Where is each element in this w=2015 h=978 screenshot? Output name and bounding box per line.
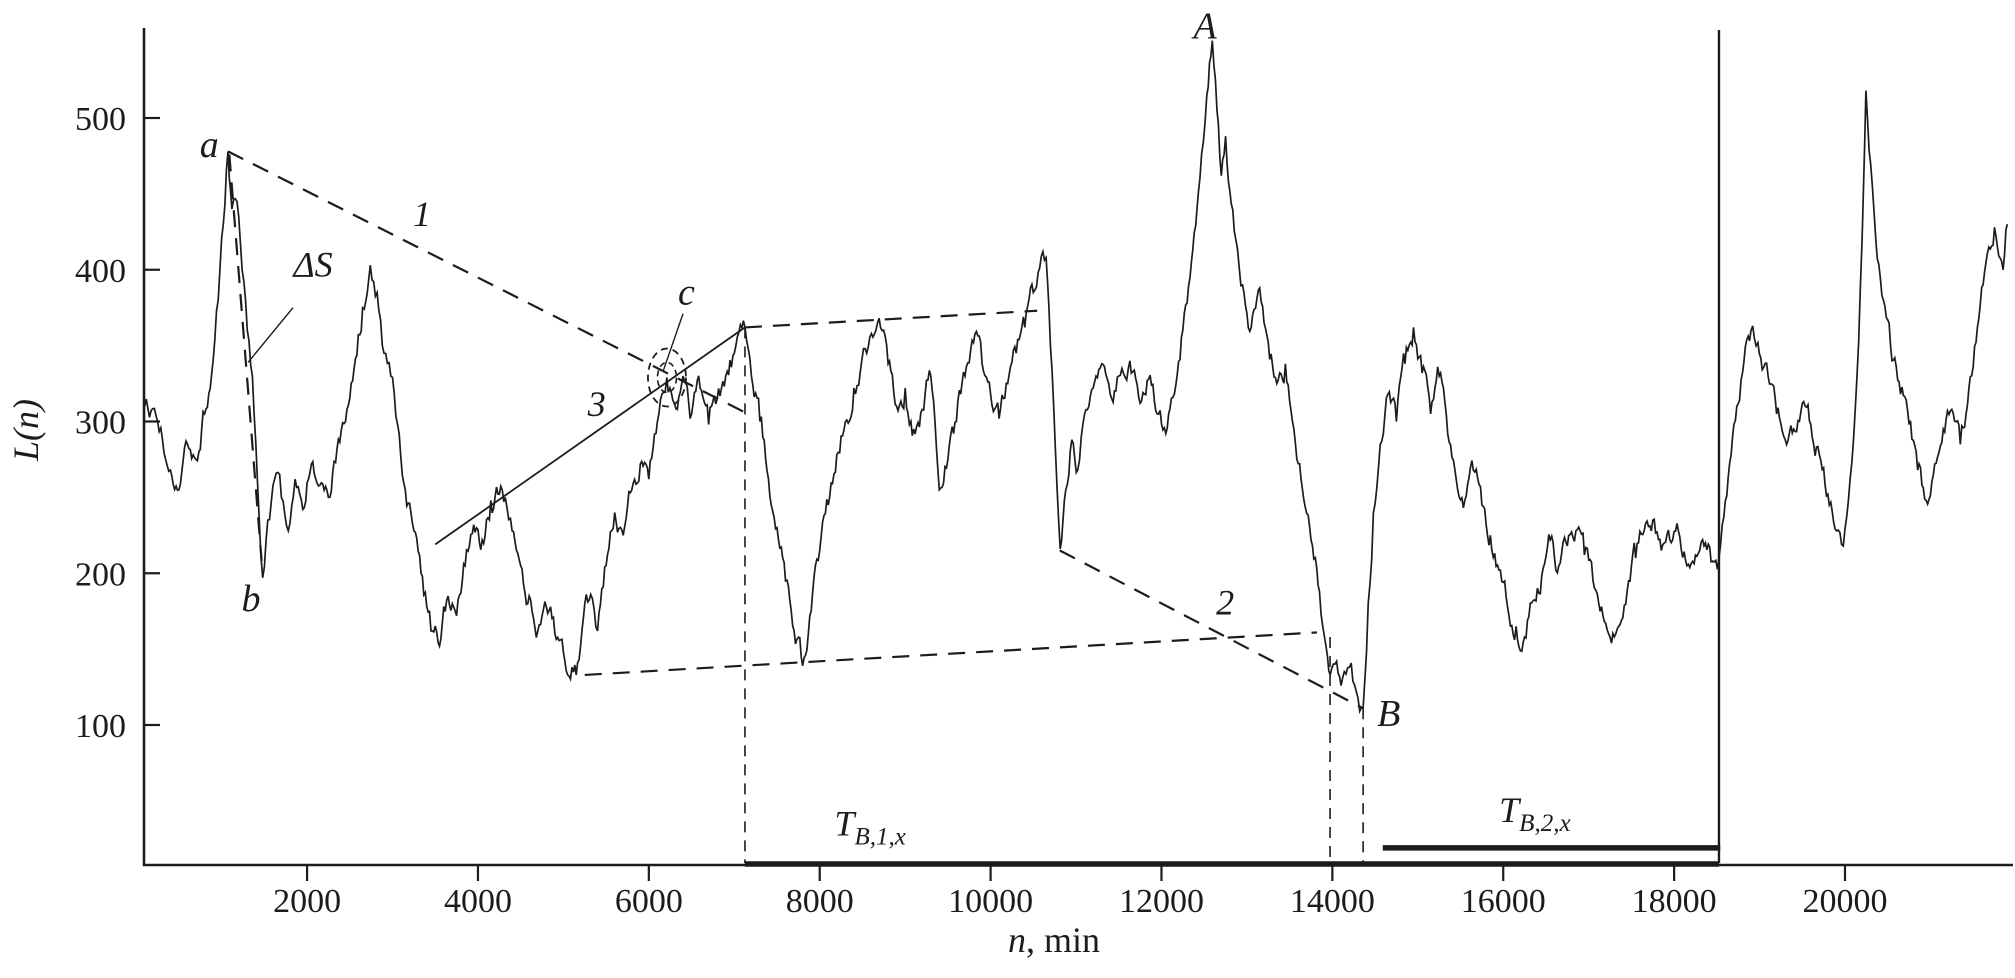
- drop-a-b-dashed: [228, 154, 263, 562]
- trend-line-3: [434, 326, 746, 546]
- label-2: 2: [1216, 583, 1234, 623]
- label-b: b: [242, 578, 261, 620]
- label-c: c: [678, 271, 695, 313]
- x-tick-label: 6000: [615, 883, 683, 920]
- point-c-circle-inner: [656, 361, 678, 394]
- x-tick-label: 4000: [444, 883, 512, 920]
- x-tick-label: 18000: [1632, 883, 1717, 920]
- x-tick-label: 16000: [1461, 883, 1546, 920]
- y-tick-label: 500: [75, 101, 126, 138]
- label-a: a: [200, 124, 219, 166]
- x-tick-label: 12000: [1119, 883, 1204, 920]
- x-tick-label: 8000: [786, 883, 854, 920]
- c-pointer: [662, 313, 684, 372]
- y-tick-label: 300: [75, 405, 126, 442]
- upper-channel-dashed: [744, 309, 1038, 329]
- trend-line-1: [227, 150, 746, 414]
- label-B: B: [1377, 693, 1400, 735]
- x-axis-title: n, min: [1008, 920, 1100, 960]
- point-c-circle-outer: [647, 347, 687, 408]
- x-tick-label: 2000: [273, 883, 341, 920]
- label-TB2: TB,2,x: [1499, 790, 1570, 837]
- label-A: A: [1190, 6, 1217, 48]
- label-3: 3: [587, 384, 606, 424]
- y-axis-title: L(n): [6, 399, 46, 462]
- y-tick-label: 100: [75, 708, 126, 745]
- label-TB1: TB,1,x: [834, 804, 905, 851]
- y-tick-label: 400: [75, 253, 126, 290]
- label-1: 1: [413, 194, 431, 234]
- series-L(n): [143, 40, 2009, 715]
- x-tick-label: 20000: [1803, 883, 1888, 920]
- trend-line-2: [1059, 549, 1364, 710]
- delta-s-pointer: [247, 307, 294, 363]
- x-tick-label: 10000: [948, 883, 1033, 920]
- label-dS: ΔS: [291, 244, 332, 284]
- x-tick-label: 14000: [1290, 883, 1375, 920]
- lower-channel-dashed: [584, 631, 1318, 677]
- y-tick-label: 200: [75, 556, 126, 593]
